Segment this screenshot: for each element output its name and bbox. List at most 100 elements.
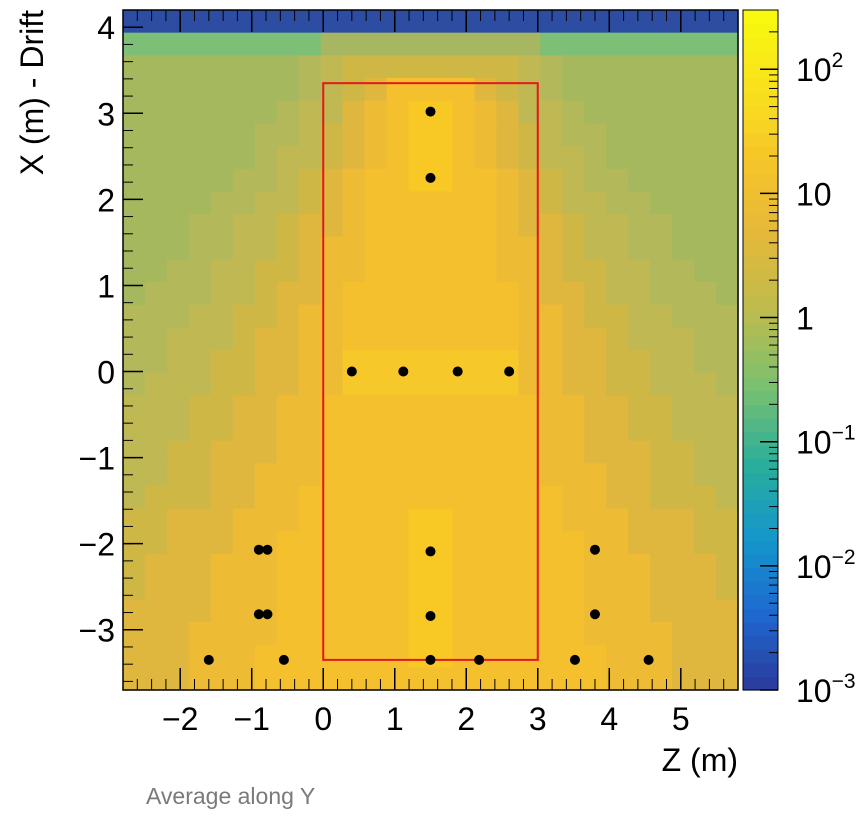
heatmap-cell	[298, 191, 322, 215]
colorbar-band	[743, 418, 778, 433]
heatmap-cell	[276, 486, 300, 510]
heatmap-cell	[672, 531, 695, 555]
heatmap-cell	[584, 508, 607, 532]
heatmap-cell	[584, 372, 607, 396]
heatmap-cell	[562, 259, 585, 283]
colorbar-tick-exponent: −3	[832, 670, 856, 693]
heatmap-cell	[364, 576, 388, 600]
heatmap-cell	[716, 372, 739, 396]
colorbar-band	[743, 295, 778, 310]
heatmap-cell	[144, 554, 168, 578]
heatmap-cell	[166, 327, 190, 351]
colorbar-band	[743, 594, 778, 609]
heatmap-cell	[694, 123, 717, 147]
heatmap-cell	[672, 486, 695, 510]
heatmap-cell	[166, 214, 190, 238]
heatmap-cell	[254, 440, 278, 464]
heatmap-cell	[452, 576, 476, 600]
heatmap-cell	[496, 282, 519, 306]
heatmap-cell	[628, 531, 651, 555]
heatmap-cell	[144, 214, 168, 238]
heatmap-cell	[540, 599, 563, 623]
data-point	[474, 654, 485, 665]
heatmap-cell	[342, 214, 366, 238]
heatmap-cell	[694, 486, 717, 510]
heatmap-cell	[188, 282, 212, 306]
heatmap-cell	[430, 168, 454, 192]
heatmap-cell	[276, 395, 300, 419]
colorbar-band	[743, 322, 778, 337]
heatmap-cell	[430, 236, 454, 260]
heatmap-cell	[628, 10, 651, 34]
heatmap-cell	[518, 32, 541, 56]
y-axis: −3 −2 −1 0 1 2 3 4	[79, 9, 143, 682]
heatmap-cell	[606, 395, 629, 419]
heatmap-cell	[123, 576, 146, 600]
heatmap-cell	[628, 418, 651, 442]
heatmap-cell	[254, 78, 278, 102]
heatmap-cell	[320, 622, 344, 646]
heatmap-cell	[166, 168, 190, 192]
heatmap-cell	[254, 486, 278, 510]
colorbar-band	[743, 254, 778, 269]
heatmap-cell	[628, 622, 651, 646]
colorbar-tick-exponent: −1	[832, 422, 856, 445]
heatmap-cell	[123, 622, 146, 646]
heatmap-cell	[540, 304, 563, 328]
heatmap-cell	[364, 259, 388, 283]
heatmap-cell	[628, 191, 651, 215]
heatmap-cell	[496, 259, 519, 283]
heatmap-cell	[650, 214, 673, 238]
heatmap-cell	[496, 395, 519, 419]
heatmap-cell	[254, 350, 278, 374]
heatmap-cell	[650, 508, 673, 532]
heatmap-cell	[452, 667, 476, 691]
heatmap-cell	[474, 259, 497, 283]
heatmap-cell	[144, 168, 168, 192]
x-tick-label: −2	[162, 701, 198, 737]
heatmap-cell	[584, 10, 607, 34]
heatmap-cell	[408, 418, 432, 442]
heatmap-cell	[166, 418, 190, 442]
heatmap-cell	[342, 599, 366, 623]
heatmap-cell	[123, 508, 146, 532]
heatmap-cell	[386, 10, 410, 34]
heatmap-cell	[276, 146, 300, 170]
heatmap-cell	[584, 576, 607, 600]
heatmap-cell	[540, 622, 563, 646]
heatmap-cell	[474, 463, 497, 487]
x-tick-label: 0	[314, 701, 332, 737]
heatmap-cell	[188, 327, 212, 351]
heatmap-cell	[496, 55, 519, 79]
heatmap-cell	[254, 214, 278, 238]
heatmap-cell	[298, 372, 322, 396]
heatmap-cell	[716, 622, 739, 646]
heatmap-cell	[540, 440, 563, 464]
heatmap-cell	[166, 508, 190, 532]
heatmap-cell	[628, 576, 651, 600]
heatmap-cell	[144, 667, 168, 691]
heatmap-cell	[694, 168, 717, 192]
heatmap-cell	[188, 10, 212, 34]
heatmap-cell	[496, 214, 519, 238]
heatmap-cell	[232, 463, 256, 487]
heatmap-cell	[188, 395, 212, 419]
heatmap-cell	[518, 667, 541, 691]
heatmap-cell	[364, 214, 388, 238]
colorbar-band	[743, 404, 778, 419]
heatmap-cell	[562, 304, 585, 328]
data-point	[262, 609, 273, 620]
heatmap-cell	[166, 531, 190, 555]
heatmap-cell	[452, 486, 476, 510]
heatmap-cell	[188, 599, 212, 623]
heatmap-cell	[540, 214, 563, 238]
heatmap-cell	[672, 327, 695, 351]
heatmap-cell	[650, 32, 673, 56]
heatmap-cell	[188, 259, 212, 283]
heatmap-cell	[562, 531, 585, 555]
heatmap-cell	[606, 282, 629, 306]
heatmap-cell	[694, 146, 717, 170]
y-tick-label: 3	[97, 96, 115, 132]
heatmap-cell	[408, 236, 432, 260]
heatmap-cell	[584, 32, 607, 56]
